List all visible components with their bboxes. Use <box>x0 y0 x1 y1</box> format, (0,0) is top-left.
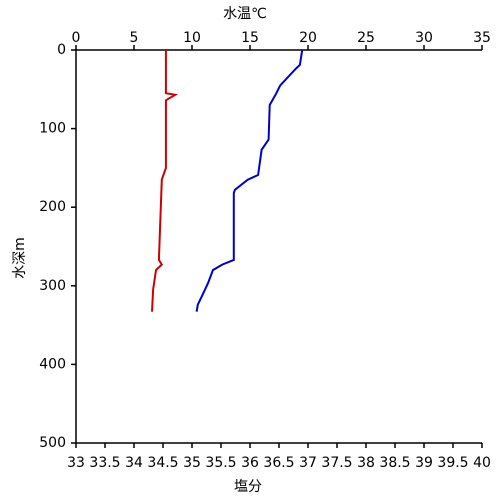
x2-tick-label: 5 <box>130 30 139 46</box>
x-tick-label: 38 <box>357 455 375 471</box>
x-tick-label: 40 <box>473 455 491 471</box>
x-tick-label: 35 <box>183 455 201 471</box>
y-tick-label: 200 <box>39 199 66 215</box>
x-tick-label: 39.5 <box>437 455 468 471</box>
x-tick-label: 35.5 <box>205 455 236 471</box>
x-tick-label: 39 <box>415 455 433 471</box>
x-tick-label: 34 <box>125 455 143 471</box>
x2-tick-label: 25 <box>357 30 375 46</box>
x-tick-label: 36 <box>241 455 259 471</box>
top-axis-title: 水温℃ <box>223 6 267 22</box>
x2-tick-label: 20 <box>299 30 317 46</box>
profile-line <box>151 50 179 312</box>
x2-tick-label: 0 <box>72 30 81 46</box>
x-tick-label: 38.5 <box>379 455 410 471</box>
profile-line <box>195 49 304 312</box>
x-tick-label: 37.5 <box>321 455 352 471</box>
x2-tick-label: 35 <box>473 30 491 46</box>
x2-tick-label: 30 <box>415 30 433 46</box>
x2-tick-label: 15 <box>241 30 259 46</box>
x-tick-label: 33 <box>67 455 85 471</box>
y-tick-label: 100 <box>39 121 66 137</box>
x2-tick-label: 10 <box>183 30 201 46</box>
bottom-axis-title: 塩分 <box>234 479 262 495</box>
x-tick-label: 37 <box>299 455 317 471</box>
y-axis-title: 水深m <box>12 237 28 279</box>
x-tick-label: 34.5 <box>147 455 178 471</box>
y-tick-label: 500 <box>39 435 66 451</box>
y-tick-label: 300 <box>39 278 66 294</box>
y-tick-label: 400 <box>39 356 66 372</box>
x-tick-label: 36.5 <box>263 455 294 471</box>
x-tick-label: 33.5 <box>89 455 120 471</box>
y-tick-label: 0 <box>57 42 66 58</box>
